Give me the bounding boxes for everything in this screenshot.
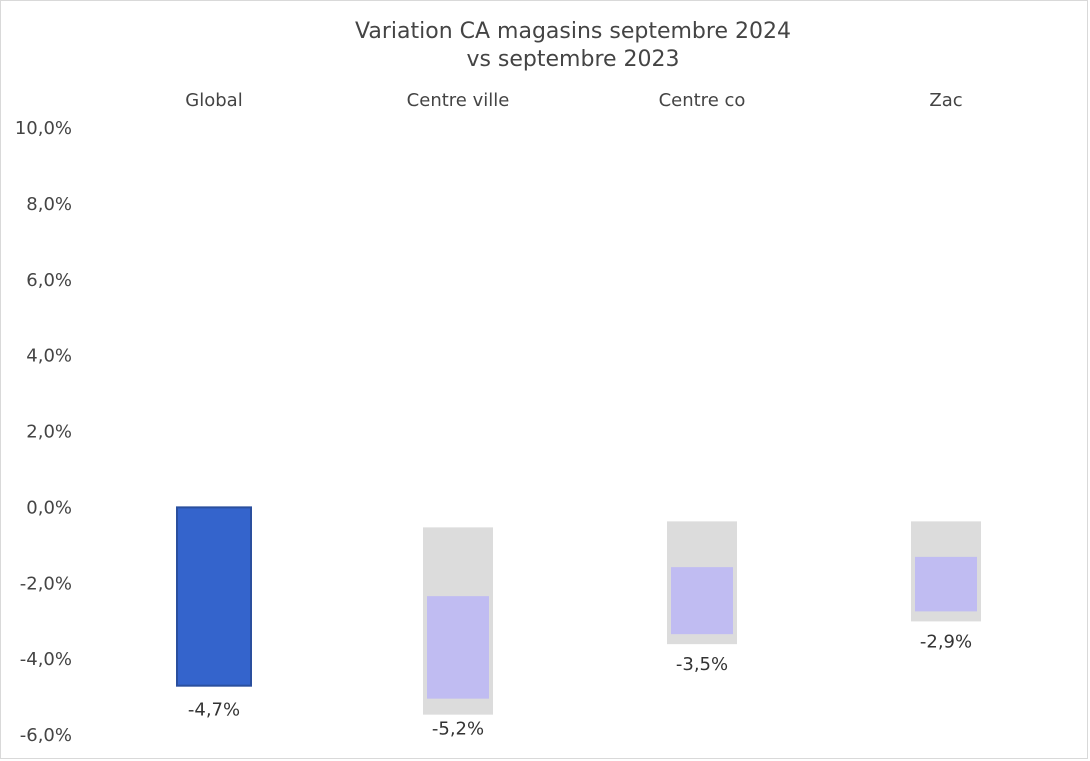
bar-group xyxy=(911,521,981,622)
bar-group xyxy=(423,527,493,715)
bar xyxy=(176,506,252,687)
category-label: Global xyxy=(185,90,242,111)
data-label: -5,2% xyxy=(432,719,484,740)
bar xyxy=(671,567,733,635)
category-labels: Global Centre ville Centre co Zac xyxy=(185,90,962,111)
y-axis: 10,0% 8,0% 6,0% 4,0% 2,0% 0,0% -2,0% -4,0% -6,0% xyxy=(15,118,72,746)
y-tick-label: -6,0% xyxy=(20,725,72,746)
data-label: -2,9% xyxy=(920,631,972,652)
bars xyxy=(176,506,981,715)
bar xyxy=(427,596,489,699)
y-tick-label: 4,0% xyxy=(26,346,72,367)
chart-title-line-2: vs septembre 2023 xyxy=(466,47,680,72)
y-tick-label: 8,0% xyxy=(26,194,72,215)
category-label: Zac xyxy=(929,90,962,111)
y-tick-label: 0,0% xyxy=(26,497,72,518)
y-tick-label: 6,0% xyxy=(26,270,72,291)
bar-group xyxy=(176,506,252,687)
y-tick-label: 10,0% xyxy=(15,118,72,139)
data-label: -4,7% xyxy=(188,700,240,721)
category-label: Centre co xyxy=(659,90,746,111)
y-tick-label: -4,0% xyxy=(20,649,72,670)
chart-title-line-1: Variation CA magasins septembre 2024 xyxy=(355,19,791,44)
chart-title: Variation CA magasins septembre 2024 vs … xyxy=(0,18,1090,74)
data-labels: -4,7% -5,2% -3,5% -2,9% xyxy=(188,631,972,739)
bar-group xyxy=(667,521,737,645)
data-label: -3,5% xyxy=(676,654,728,675)
bar xyxy=(915,556,977,612)
y-tick-label: -2,0% xyxy=(20,573,72,594)
y-tick-label: 2,0% xyxy=(26,422,72,443)
category-label: Centre ville xyxy=(407,90,510,111)
